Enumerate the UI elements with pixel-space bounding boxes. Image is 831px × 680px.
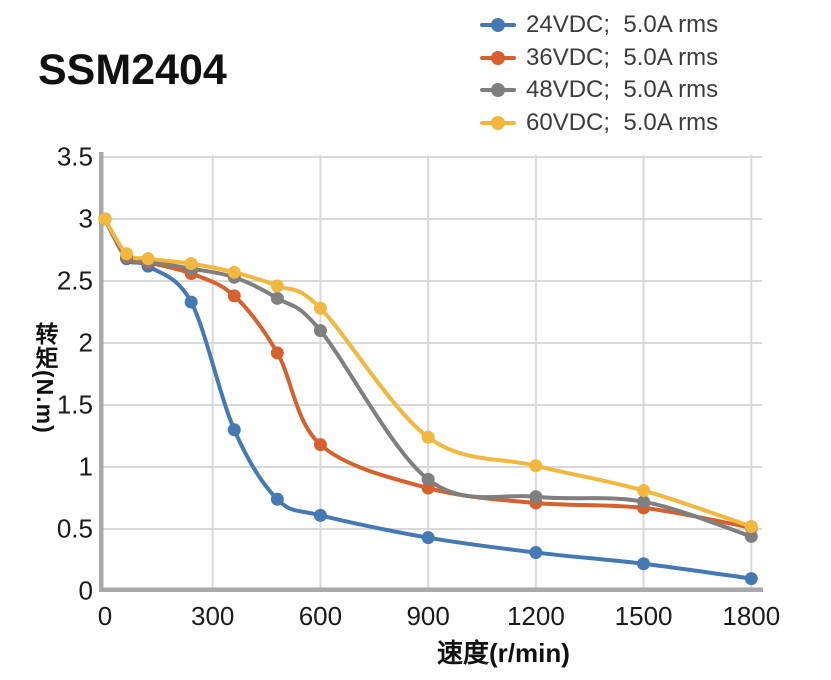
data-point xyxy=(313,438,327,452)
legend-marker-icon xyxy=(480,115,516,130)
legend-label: 36VDC; 5.0A rms xyxy=(526,43,719,71)
y-tick-label: 1 xyxy=(78,451,93,482)
y-axis-line xyxy=(99,152,104,592)
data-point xyxy=(313,301,327,315)
x-tick-label: 1200 xyxy=(506,601,565,631)
x-axis-line xyxy=(99,587,763,592)
data-point xyxy=(637,557,651,571)
page-title: SSM2404 xyxy=(38,46,227,94)
data-point xyxy=(98,212,112,226)
data-point xyxy=(421,430,435,444)
legend-label: 60VDC; 5.0A rms xyxy=(526,108,719,136)
y-tick-label: 2 xyxy=(78,327,93,358)
data-point xyxy=(270,492,284,506)
data-point xyxy=(141,252,155,266)
data-point xyxy=(529,490,543,504)
x-tick-label: 900 xyxy=(406,601,450,631)
data-point xyxy=(270,279,284,293)
data-point xyxy=(270,291,284,305)
data-point xyxy=(744,529,758,543)
data-point xyxy=(637,484,651,498)
data-point xyxy=(421,531,435,545)
series-markers-60vdc xyxy=(98,212,758,534)
legend-marker-icon xyxy=(480,50,516,65)
data-point xyxy=(529,459,543,473)
legend-item-24vdc: 24VDC; 5.0A rms xyxy=(480,9,718,42)
legend: 24VDC; 5.0A rms 36VDC; 5.0A rms 48VDC; 5… xyxy=(480,9,718,139)
legend-item-60vdc: 60VDC; 5.0A rms xyxy=(480,107,718,140)
legend-marker-icon xyxy=(480,18,516,33)
data-point xyxy=(120,247,134,261)
y-tick-label: 3 xyxy=(78,203,93,234)
y-tick-label: 3.5 xyxy=(56,141,93,172)
y-tick-label: 1.5 xyxy=(56,389,93,420)
data-point xyxy=(227,423,241,437)
data-point xyxy=(637,495,651,509)
legend-item-36vdc: 36VDC; 5.0A rms xyxy=(480,42,718,75)
y-tick-label: 0.5 xyxy=(56,513,93,544)
data-point xyxy=(744,572,758,586)
x-tick-label: 1500 xyxy=(614,601,673,631)
data-point xyxy=(421,472,435,486)
data-point xyxy=(227,265,241,279)
data-point xyxy=(744,520,758,534)
data-point xyxy=(313,324,327,338)
y-tick-label: 2.5 xyxy=(56,265,93,296)
x-axis-label: 速度(r/min) xyxy=(437,638,570,668)
legend-marker-icon xyxy=(480,83,516,98)
legend-label: 24VDC; 5.0A rms xyxy=(526,11,719,39)
data-point xyxy=(227,289,241,303)
legend-label: 48VDC; 5.0A rms xyxy=(526,76,719,104)
data-point xyxy=(270,346,284,360)
x-tick-label: 300 xyxy=(191,601,235,631)
x-tick-label: 0 xyxy=(97,601,113,631)
gridlines xyxy=(102,155,762,589)
data-point xyxy=(529,546,543,560)
x-tick-label: 600 xyxy=(298,601,343,631)
legend-item-48vdc: 48VDC; 5.0A rms xyxy=(480,74,718,107)
data-point xyxy=(184,257,198,271)
x-tick-label: 1800 xyxy=(722,601,781,631)
y-axis-label: 转矩(N.m) xyxy=(32,322,58,434)
y-tick-label: 0 xyxy=(78,575,93,606)
data-point xyxy=(184,295,198,309)
data-point xyxy=(313,508,327,522)
